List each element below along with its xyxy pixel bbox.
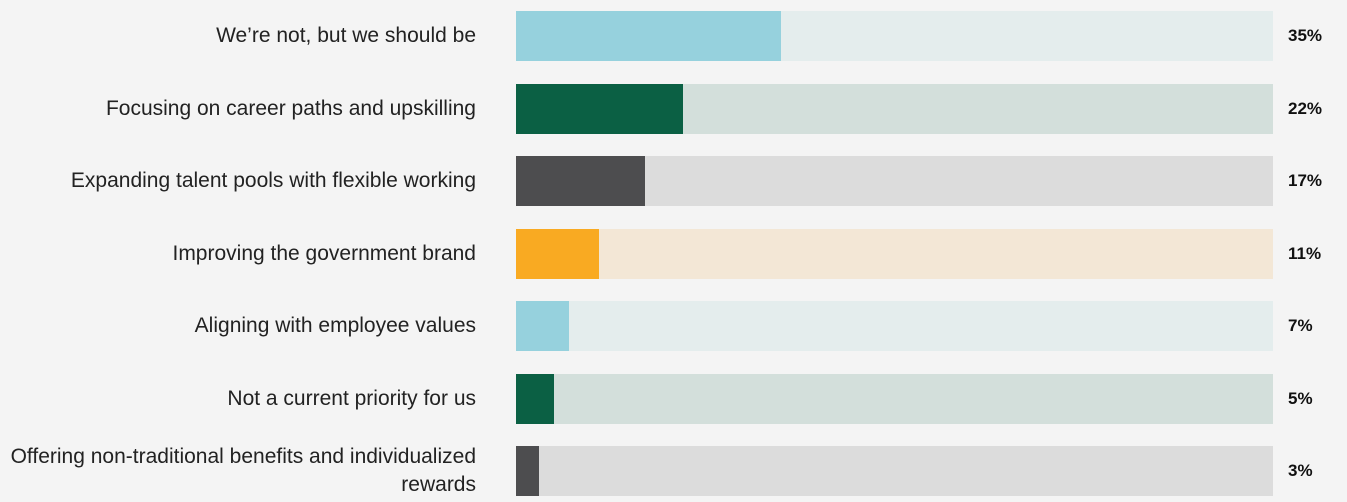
bar-row: We’re not, but we should be 35% [0,11,1347,61]
value-label: 5% [1288,389,1313,408]
value-label: 35% [1288,26,1323,45]
bar-fill [516,301,569,351]
bar-row: Offering non-traditional benefits and in… [0,445,1347,496]
category-label: Offering non-traditional benefits and in… [0,440,476,502]
category-label-text: Not a current priority for us [227,387,476,410]
bar-row: Focusing on career paths and upskilling 2… [0,84,1347,134]
bar-fill [516,156,645,206]
category-label-text: Focusing on career paths and upskilling [105,97,476,120]
bar-row: Not a current priority for us 5% [0,374,1347,424]
category-label-text: Offering non-traditional benefits and in… [10,445,476,496]
bar-track [516,156,1273,206]
category-label: Not a current priority for us [0,368,476,430]
bar-track [516,229,1273,279]
category-label: Focusing on career paths and upskilling [0,78,476,140]
value-label: 3% [1288,461,1313,480]
bar-track [516,446,1273,496]
category-label-text: Expanding talent pools with flexible wor… [70,169,476,192]
value-label: 11% [1288,244,1322,263]
bar-fill [516,229,600,279]
bar-fill [516,446,539,496]
category-label: Aligning with employee values [0,295,476,357]
category-label-text: Improving the government brand [172,242,476,265]
category-label-text: We’re not, but we should be [216,24,476,47]
value-label: 7% [1288,316,1313,335]
category-label: Expanding talent pools with flexible wor… [0,150,476,212]
bar-fill [516,374,554,424]
value-label: 22% [1288,99,1323,118]
bar-track [516,84,1273,134]
bar-row: Improving the government brand 11% [0,229,1347,279]
category-label-text: Aligning with employee values [194,314,476,337]
bar-track [516,301,1273,351]
category-label: We’re not, but we should be [0,5,476,67]
value-label: 17% [1288,171,1323,190]
bar-fill [516,84,683,134]
category-label: Improving the government brand [0,223,476,285]
bar-track [516,11,1273,61]
bar-row: Expanding talent pools with flexible wor… [0,156,1347,206]
bar-track [516,374,1273,424]
bar-row: Aligning with employee values 7% [0,301,1347,351]
bar-fill [516,11,781,61]
